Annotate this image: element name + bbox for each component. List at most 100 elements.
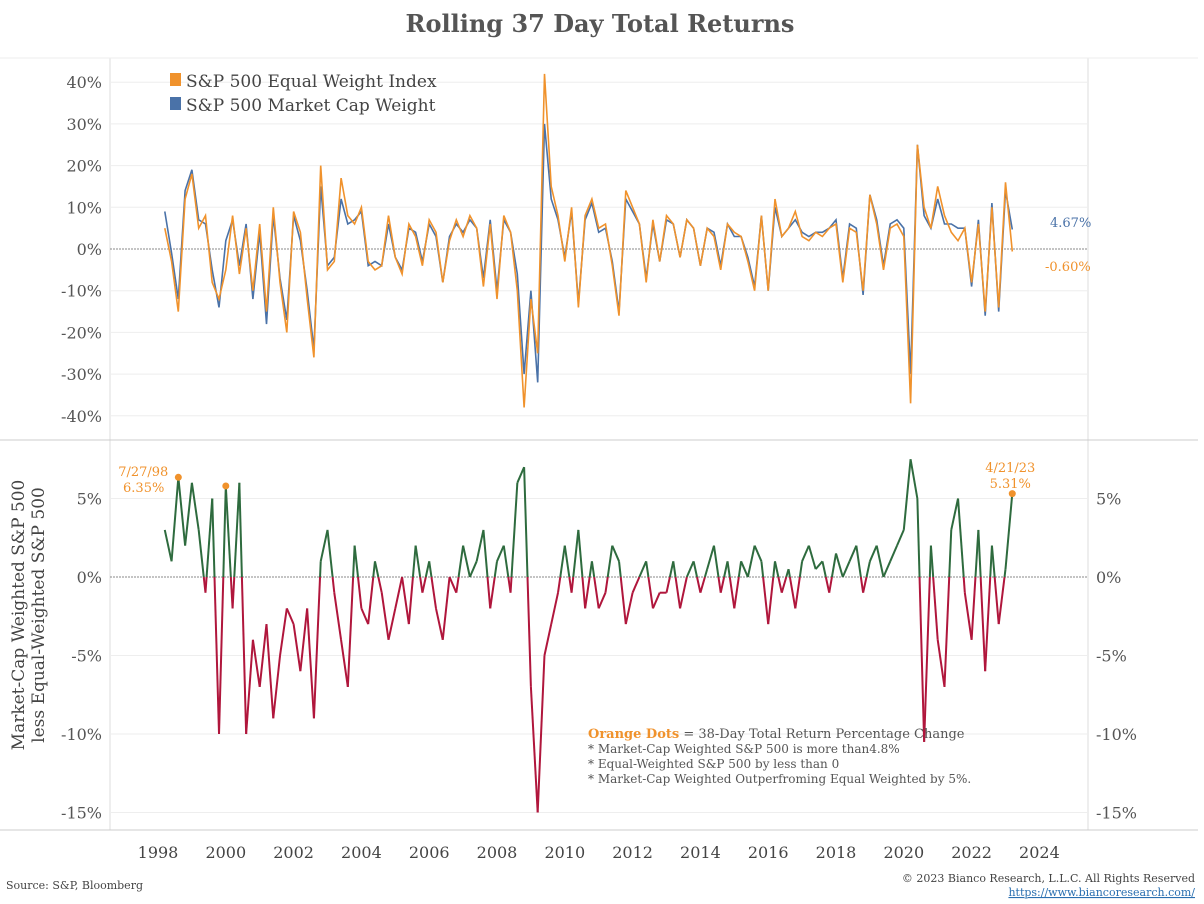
underperformance-segment [448, 576, 458, 594]
outperformance-segment [896, 529, 905, 546]
underperformance-segment [377, 576, 383, 593]
underperformance-segment [279, 608, 288, 656]
x-tick-label: 2022 [951, 843, 992, 862]
annotation-line4: * Market-Cap Weighted Outperfroming Equa… [588, 772, 971, 786]
outperformance-segment [774, 561, 780, 578]
outperformance-segment [706, 545, 715, 570]
underperformance-segment [943, 576, 951, 687]
outperformance-segment [197, 529, 205, 578]
top-panel: -40% -30% -20% -10% 0% 10% 20% 30% 40% 4.67% -0.60… [61, 73, 1091, 426]
outperformance-segment [685, 560, 695, 578]
outperformance-segment [830, 553, 837, 578]
underperformance-segment [780, 576, 788, 593]
outperformance-segment [373, 561, 380, 578]
outperformance-segment [222, 485, 227, 578]
outperformance-segment [848, 545, 858, 562]
outperformance-segment [672, 561, 677, 578]
outperformance-segment [950, 498, 960, 531]
underperformance-segment [997, 576, 1006, 625]
outperformance-segment [190, 482, 200, 531]
outperformance-segment [638, 560, 648, 578]
underperformance-segment [360, 608, 370, 625]
underperformance-segment [421, 576, 427, 593]
dot-label-value: 6.35% [123, 481, 164, 496]
underperformance-segment [509, 576, 513, 593]
outperformance-segment [238, 482, 243, 578]
underperformance-segment [557, 576, 562, 593]
underperformance-segment [272, 655, 282, 719]
outperformance-segment [523, 467, 529, 578]
outperformance-segment [572, 529, 580, 578]
annotation-line1: Orange Dots = 38-Day Total Return Percen… [588, 727, 965, 742]
outperformance-segment [865, 561, 871, 578]
underperformance-segment [240, 576, 248, 735]
outperformance-segment [502, 545, 510, 578]
x-tick-label: 2008 [477, 843, 518, 862]
outperformance-segment [948, 529, 953, 578]
outperformance-segment [889, 545, 898, 562]
underperformance-segment [762, 576, 770, 625]
underperformance-segment [435, 608, 444, 641]
orange-dot [1008, 490, 1016, 498]
outperformance-segment [868, 545, 878, 562]
outperformance-segment [855, 545, 862, 578]
outperformance-segment [326, 529, 334, 578]
underperformance-segment [285, 608, 295, 625]
outperformance-segment [319, 529, 329, 562]
underperformance-segment [597, 592, 607, 609]
outperformance-segment [205, 498, 214, 578]
underperformance-segment [647, 576, 654, 609]
y-tick-label-right: -15% [1096, 804, 1137, 823]
outperformance-segment [902, 459, 912, 530]
outperformance-segment [737, 561, 743, 578]
outperformance-segment [990, 545, 996, 578]
outperformance-segment [875, 545, 885, 578]
outperformance-segment [1003, 569, 1007, 578]
outperformance-segment [807, 545, 817, 570]
x-tick-label: 2014 [680, 843, 721, 862]
underperformance-segment [340, 639, 349, 688]
underperformance-segment [407, 576, 414, 625]
y-axis-title-line1: Market-Cap Weighted S&P 500 [9, 480, 29, 751]
underperformance-segment [231, 576, 236, 609]
outperformance-segment [211, 498, 216, 578]
underperformance-segment [862, 576, 868, 593]
outperformance-segment [493, 561, 498, 578]
outperformance-segment [468, 560, 478, 578]
y-tick-label-right: 0% [1096, 568, 1121, 587]
underperformance-segment [993, 576, 1000, 625]
website-link[interactable]: https://www.biancoresearch.com/ [1008, 886, 1195, 899]
outperformance-segment [563, 545, 571, 578]
outperformance-segment [814, 560, 824, 570]
x-tick-label: 2002 [273, 843, 314, 862]
underperformance-segment [394, 576, 404, 609]
underperformance-segment [923, 576, 931, 742]
outperformance-segment [411, 545, 417, 578]
underperformance-segment [962, 576, 966, 593]
underperformance-segment [979, 576, 987, 672]
outperformance-segment [703, 568, 709, 578]
x-tick-label: 2024 [1019, 843, 1060, 862]
x-tick-label: 2004 [341, 843, 382, 862]
y-tick-label-left: -5% [71, 647, 102, 666]
underperformance-segment [218, 576, 225, 735]
underperformance-segment [699, 576, 706, 593]
x-tick-label: 1998 [138, 843, 179, 862]
dot-label-value: 5.31% [990, 477, 1031, 492]
y-tick-label: 10% [66, 198, 102, 217]
bottom-panel: -15% -15% -10% -10% -5% -5% 0% 0% 5% 5% 1998 2000 20… [61, 459, 1137, 862]
underperformance-segment [550, 592, 559, 625]
underperformance-segment [570, 576, 575, 593]
outperformance-segment [414, 545, 422, 578]
underperformance-segment [306, 608, 315, 719]
y-tick-label: 40% [66, 73, 102, 92]
outperformance-segment [590, 561, 596, 578]
orange-dot [222, 482, 230, 490]
outperformance-segment [746, 545, 756, 578]
outperformance-segment [353, 545, 360, 578]
underperformance-segment [529, 686, 539, 813]
outperformance-segment [606, 545, 614, 578]
outperformance-segment [882, 560, 892, 578]
underperformance-segment [331, 576, 336, 593]
outperformance-segment [163, 529, 173, 562]
